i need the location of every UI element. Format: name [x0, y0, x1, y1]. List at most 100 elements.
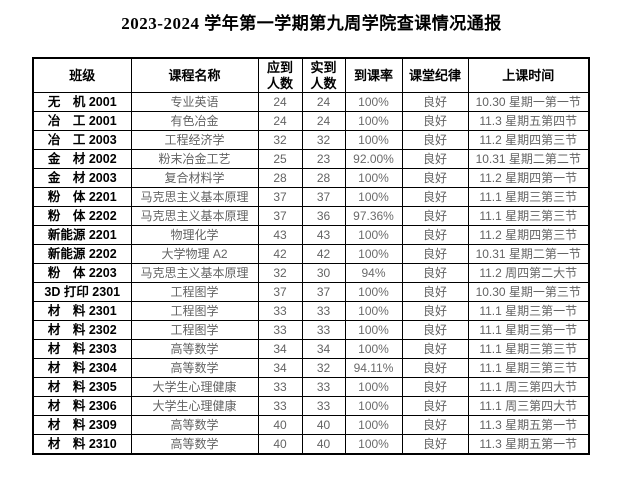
class-cell: 材 料 2305	[32, 377, 132, 397]
rate-cell: 100%	[344, 168, 403, 188]
course-cell: 马克思主义基本原理	[130, 263, 259, 283]
actual-cell: 42	[301, 244, 346, 264]
rate-cell: 94.11%	[344, 358, 403, 378]
table-row: 粉 体 2201 马克思主义基本原理 37 37 100% 良好 11.1 星期三第三节	[32, 187, 590, 207]
class-cell: 材 料 2306	[32, 396, 132, 416]
course-cell: 高等数学	[130, 339, 259, 359]
table-row: 金 材 2002 粉末冶金工艺 25 23 92.00% 良好 10.31 星期二第二节	[32, 149, 590, 169]
actual-cell: 33	[301, 377, 346, 397]
class-cell: 材 料 2301	[32, 301, 132, 321]
time-cell: 11.3 星期五第一节	[467, 415, 590, 435]
expected-cell: 33	[257, 301, 303, 321]
discipline-cell: 良好	[401, 130, 469, 150]
discipline-cell: 良好	[401, 244, 469, 264]
class-cell: 材 料 2302	[32, 320, 132, 340]
time-cell: 11.2 周四第二大节	[467, 263, 590, 283]
course-cell: 大学生心理健康	[130, 377, 259, 397]
time-cell: 11.1 周三第四大节	[467, 377, 590, 397]
class-cell: 材 料 2303	[32, 339, 132, 359]
time-cell: 10.31 星期二第一节	[467, 244, 590, 264]
rate-cell: 100%	[344, 339, 403, 359]
class-cell: 3D 打印 2301	[32, 282, 132, 302]
discipline-cell: 良好	[401, 434, 469, 455]
class-cell: 粉 体 2201	[32, 187, 132, 207]
class-cell: 粉 体 2202	[32, 206, 132, 226]
table-row: 材 料 2301 工程图学 33 33 100% 良好 11.1 星期三第一节	[32, 301, 590, 321]
table-row: 冶 工 2001 有色冶金 24 24 100% 良好 11.3 星期五第四节	[32, 111, 590, 131]
course-cell: 粉末冶金工艺	[130, 149, 259, 169]
class-cell: 金 材 2002	[32, 149, 132, 169]
expected-cell: 33	[257, 377, 303, 397]
actual-cell: 28	[301, 168, 346, 188]
table-row: 材 料 2305 大学生心理健康 33 33 100% 良好 11.1 周三第四大节	[32, 377, 590, 397]
discipline-cell: 良好	[401, 415, 469, 435]
time-cell: 11.1 星期三第三节	[467, 206, 590, 226]
rate-cell: 100%	[344, 320, 403, 340]
actual-cell: 32	[301, 358, 346, 378]
time-cell: 10.30 星期一第三节	[467, 282, 590, 302]
table-row: 新能源 2202 大学物理 A2 42 42 100% 良好 10.31 星期二第一节	[32, 244, 590, 264]
table-row: 粉 体 2203 马克思主义基本原理 32 30 94% 良好 11.2 周四第二大节	[32, 263, 590, 283]
table-row: 冶 工 2003 工程经济学 32 32 100% 良好 11.2 星期四第三节	[32, 130, 590, 150]
table-row: 粉 体 2202 马克思主义基本原理 37 36 97.36% 良好 11.1 星期三第三节	[32, 206, 590, 226]
discipline-cell: 良好	[401, 187, 469, 207]
course-cell: 有色冶金	[130, 111, 259, 131]
class-cell: 材 料 2309	[32, 415, 132, 435]
course-cell: 工程图学	[130, 320, 259, 340]
course-cell: 高等数学	[130, 415, 259, 435]
time-cell: 11.3 星期五第一节	[467, 434, 590, 455]
time-cell: 11.1 星期三第一节	[467, 320, 590, 340]
rate-cell: 100%	[344, 301, 403, 321]
rate-cell: 97.36%	[344, 206, 403, 226]
class-cell: 金 材 2003	[32, 168, 132, 188]
table-header: 班级 课程名称 应到 人数 实到 人数 到课率 课堂纪律 上课时间	[32, 57, 590, 93]
expected-cell: 32	[257, 263, 303, 283]
rate-cell: 100%	[344, 415, 403, 435]
discipline-cell: 良好	[401, 111, 469, 131]
discipline-cell: 良好	[401, 168, 469, 188]
actual-cell: 23	[301, 149, 346, 169]
discipline-cell: 良好	[401, 225, 469, 245]
expected-cell: 43	[257, 225, 303, 245]
expected-cell: 40	[257, 415, 303, 435]
course-cell: 大学生心理健康	[130, 396, 259, 416]
time-cell: 11.2 星期四第一节	[467, 168, 590, 188]
actual-cell: 34	[301, 339, 346, 359]
class-cell: 材 料 2304	[32, 358, 132, 378]
table-row: 金 材 2003 复合材料学 28 28 100% 良好 11.2 星期四第一节	[32, 168, 590, 188]
table-body: 无 机 2001 专业英语 24 24 100% 良好 10.30 星期一第一节冶 工 20…	[32, 92, 590, 455]
course-cell: 马克思主义基本原理	[130, 187, 259, 207]
expected-cell: 28	[257, 168, 303, 188]
table-row: 3D 打印 2301 工程图学 37 37 100% 良好 10.30 星期一第三节	[32, 282, 590, 302]
actual-cell: 43	[301, 225, 346, 245]
expected-cell: 37	[257, 187, 303, 207]
col-header-discipline: 课堂纪律	[401, 57, 469, 93]
expected-cell: 32	[257, 130, 303, 150]
class-cell: 新能源 2201	[32, 225, 132, 245]
course-cell: 高等数学	[130, 434, 259, 455]
discipline-cell: 良好	[401, 377, 469, 397]
time-cell: 11.1 星期三第一节	[467, 301, 590, 321]
expected-cell: 37	[257, 206, 303, 226]
table-row: 材 料 2303 高等数学 34 34 100% 良好 11.1 星期三第三节	[32, 339, 590, 359]
expected-cell: 42	[257, 244, 303, 264]
table-row: 材 料 2304 高等数学 34 32 94.11% 良好 11.1 星期三第三节	[32, 358, 590, 378]
time-cell: 11.3 星期五第四节	[467, 111, 590, 131]
rate-cell: 100%	[344, 244, 403, 264]
expected-cell: 37	[257, 282, 303, 302]
time-cell: 11.1 星期三第三节	[467, 339, 590, 359]
rate-cell: 100%	[344, 377, 403, 397]
discipline-cell: 良好	[401, 206, 469, 226]
time-cell: 11.1 星期三第三节	[467, 187, 590, 207]
actual-cell: 33	[301, 320, 346, 340]
course-cell: 大学物理 A2	[130, 244, 259, 264]
actual-cell: 24	[301, 92, 346, 112]
course-cell: 工程经济学	[130, 130, 259, 150]
discipline-cell: 良好	[401, 396, 469, 416]
rate-cell: 100%	[344, 92, 403, 112]
expected-cell: 24	[257, 111, 303, 131]
table-row: 新能源 2201 物理化学 43 43 100% 良好 11.2 星期四第三节	[32, 225, 590, 245]
discipline-cell: 良好	[401, 339, 469, 359]
col-header-class: 班级	[32, 57, 132, 93]
